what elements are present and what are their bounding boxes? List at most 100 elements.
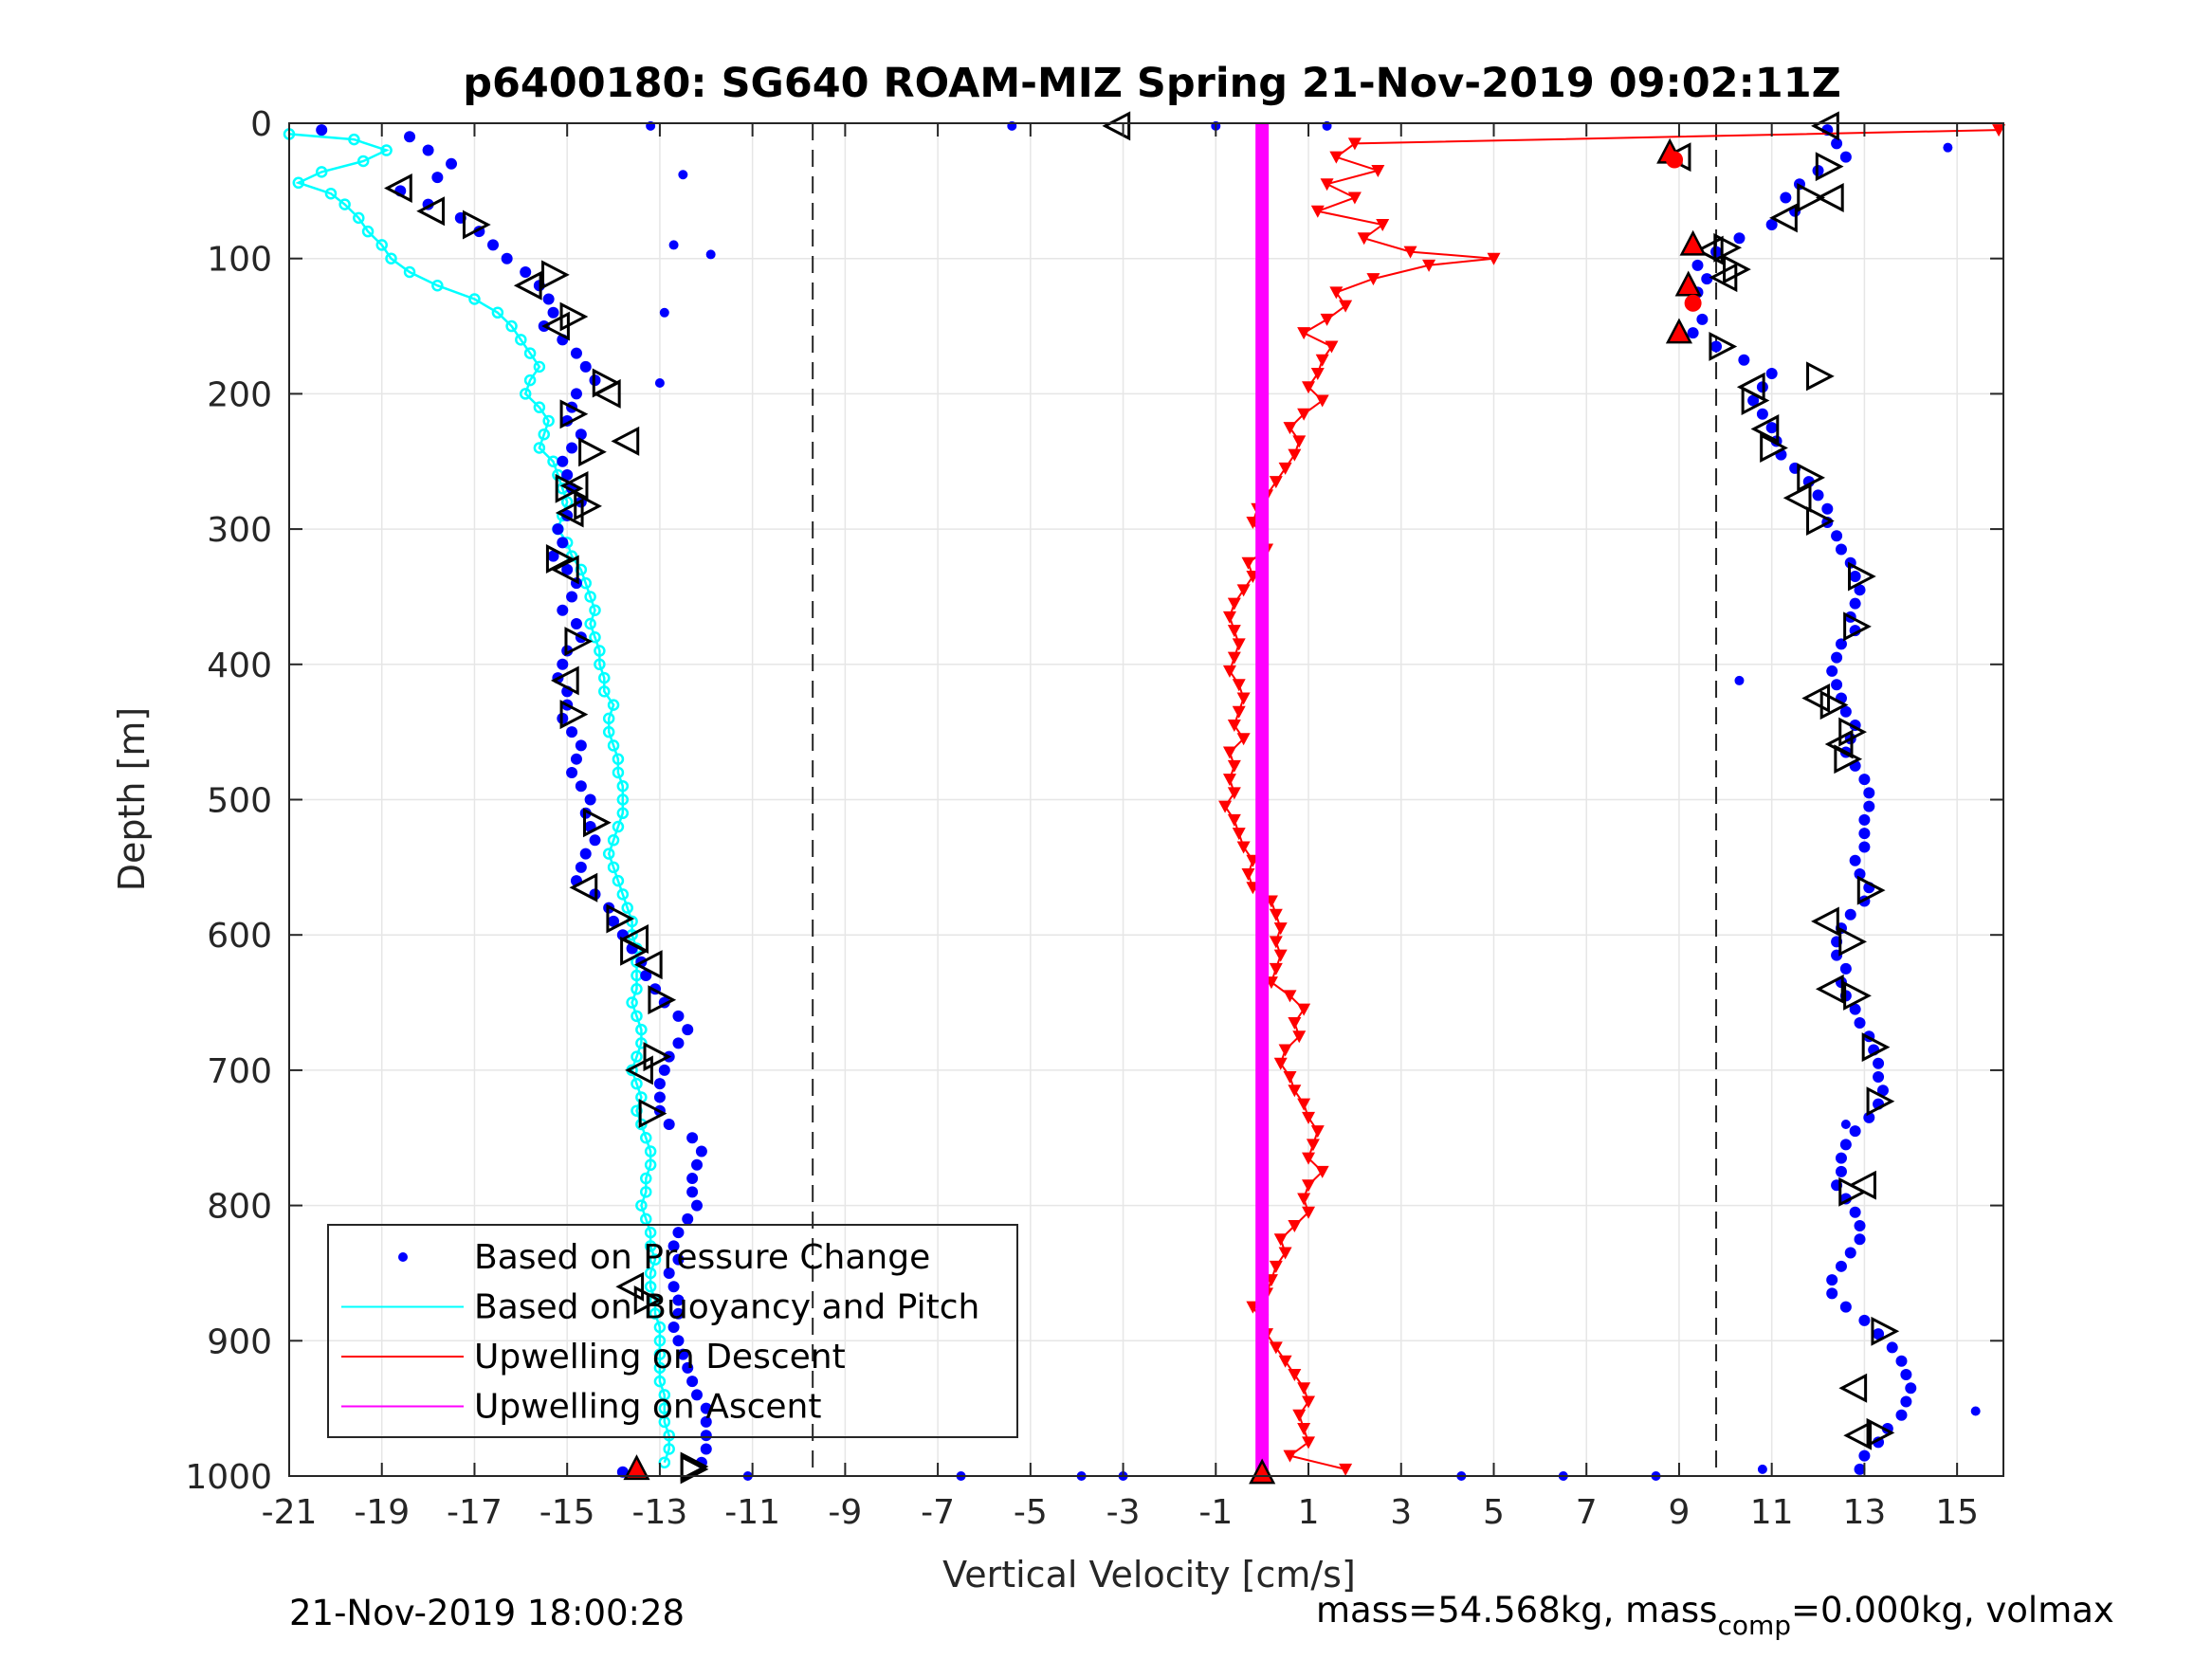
upwelling-descent-marker: [1376, 219, 1390, 232]
triangle-right-marker: [1713, 232, 1743, 263]
triangle-up-marker: [623, 1454, 650, 1481]
y-tick-label: 700: [207, 1052, 272, 1091]
buoyancy-pitch-point: [663, 1429, 675, 1442]
legend-label: Based on Buoyancy and Pitch: [474, 1288, 979, 1327]
triangle-left-marker: [1736, 372, 1765, 402]
triangle-left-marker: [1750, 414, 1780, 444]
upwelling-descent-marker: [1329, 286, 1344, 300]
x-tick-label: -15: [539, 1493, 595, 1532]
upwelling-descent-marker: [1325, 340, 1339, 354]
x-tick-label: 9: [1668, 1493, 1690, 1532]
x-tick-label: -5: [1014, 1493, 1048, 1532]
buoyancy-pitch-point: [653, 1361, 667, 1375]
upwelling-descent-marker: [1269, 936, 1283, 949]
x-tick-label: -17: [447, 1493, 503, 1532]
triangle-left-marker: [620, 924, 649, 954]
triangle-left-marker: [384, 173, 412, 203]
pressure-ascent-point: [1831, 137, 1843, 150]
pressure-ascent-point: [1826, 1287, 1838, 1300]
pressure-descent-point: [700, 1443, 712, 1455]
triangle-left-marker: [615, 1271, 645, 1302]
pressure-descent-point: [677, 1348, 689, 1360]
pressure-ascent-point: [1696, 313, 1709, 325]
footer-mass-subscript: comp: [1717, 1610, 1791, 1641]
pressure-ascent-point: [1747, 394, 1760, 407]
y-tick-label: 500: [207, 782, 272, 821]
buoyancy-pitch-point: [338, 198, 351, 210]
triangle-right-marker: [633, 1285, 663, 1315]
x-tick-label: 3: [1390, 1493, 1412, 1532]
triangle-left-marker: [625, 1055, 653, 1085]
pressure-descent-point: [700, 1402, 712, 1414]
upwelling-descent-marker: [1357, 232, 1371, 246]
pressure-descent-point: [667, 1240, 680, 1252]
y-tick-label: 1000: [185, 1458, 272, 1497]
buoyancy-pitch-point: [644, 1280, 657, 1293]
pressure-ascent-point: [1873, 1057, 1885, 1069]
upwelling-descent-marker: [1269, 1341, 1283, 1355]
buoyancy-pitch-point: [538, 428, 551, 441]
triangle-left-marker: [633, 950, 663, 980]
x-tick-label: -11: [724, 1493, 780, 1532]
pressure-ascent-point: [1873, 1328, 1885, 1340]
buoyancy-pitch-point: [533, 360, 546, 374]
buoyancy-pitch-point: [533, 442, 546, 454]
buoyancy-pitch-point: [523, 374, 537, 387]
triangle-right-marker: [1866, 1086, 1895, 1117]
pressure-ascent-point: [1738, 354, 1750, 366]
pressure-descent-point: [575, 428, 587, 441]
pressure-descent-point: [653, 1091, 666, 1103]
upwelling-descent-marker: [1222, 746, 1236, 759]
pressure-descent-point: [566, 766, 578, 778]
upwelling-descent-marker: [1297, 1382, 1311, 1395]
upwelling-descent-marker: [1422, 259, 1436, 272]
y-tick-label: 600: [207, 917, 272, 956]
triangle-left-marker: [1811, 906, 1839, 937]
pressure-descent-point: [589, 834, 601, 847]
upwelling-descent-marker: [1232, 828, 1246, 841]
triangle-right-marker: [1838, 926, 1868, 957]
upwelling-descent-marker: [1310, 367, 1325, 380]
pressure-outlier-point: [1757, 1464, 1767, 1474]
buoyancy-pitch-point: [324, 187, 338, 200]
buoyancy-pitch-point: [649, 1253, 662, 1266]
legend-label: Based on Pressure Change: [474, 1238, 930, 1277]
buoyancy-pitch-point: [584, 617, 596, 630]
triangle-right-marker: [606, 903, 635, 934]
upwelling-descent-marker: [1371, 164, 1385, 177]
upwelling-descent-marker: [1218, 800, 1233, 813]
pressure-ascent-point: [1854, 1016, 1866, 1029]
pressure-descent-point: [672, 1294, 685, 1306]
pressure-ascent-point: [1765, 422, 1778, 434]
pressure-outlier-point: [1840, 1119, 1851, 1129]
pressure-descent-point: [557, 537, 569, 549]
x-tick-label: 5: [1483, 1493, 1505, 1532]
buoyancy-pitch-point: [533, 401, 546, 413]
upwelling-descent-marker: [1288, 1368, 1302, 1381]
x-tick-label: -9: [828, 1493, 862, 1532]
upwelling-descent-marker: [1292, 435, 1307, 448]
triangle-left-marker: [1815, 974, 1844, 1004]
pressure-descent-point: [663, 1267, 675, 1279]
pressure-descent-point: [422, 144, 434, 156]
pressure-descent-point: [667, 1281, 680, 1293]
pressure-descent-point: [575, 861, 587, 873]
x-tick-label: -3: [1106, 1493, 1141, 1532]
upwelling-descent-marker: [1320, 178, 1334, 191]
upwelling-descent-marker: [1273, 1057, 1288, 1070]
upwelling-descent-marker: [1320, 313, 1334, 326]
upwelling-descent-marker: [1269, 1260, 1283, 1273]
pressure-descent-point: [446, 157, 458, 170]
upwelling-descent-marker: [1283, 1449, 1297, 1463]
pressure-ascent-point: [1839, 962, 1852, 975]
triangle-right-marker: [574, 491, 602, 521]
upwelling-descent-marker: [1236, 841, 1251, 854]
pressure-descent-point: [557, 455, 569, 467]
pressure-descent-point: [682, 1024, 694, 1036]
pressure-outlier-point: [654, 377, 665, 388]
triangle-right-marker: [1861, 1032, 1891, 1063]
triangle-left-marker: [569, 872, 598, 902]
buoyancy-pitch-point: [607, 834, 620, 847]
triangle-left-marker: [611, 426, 640, 456]
triangle-right-marker: [545, 544, 575, 574]
